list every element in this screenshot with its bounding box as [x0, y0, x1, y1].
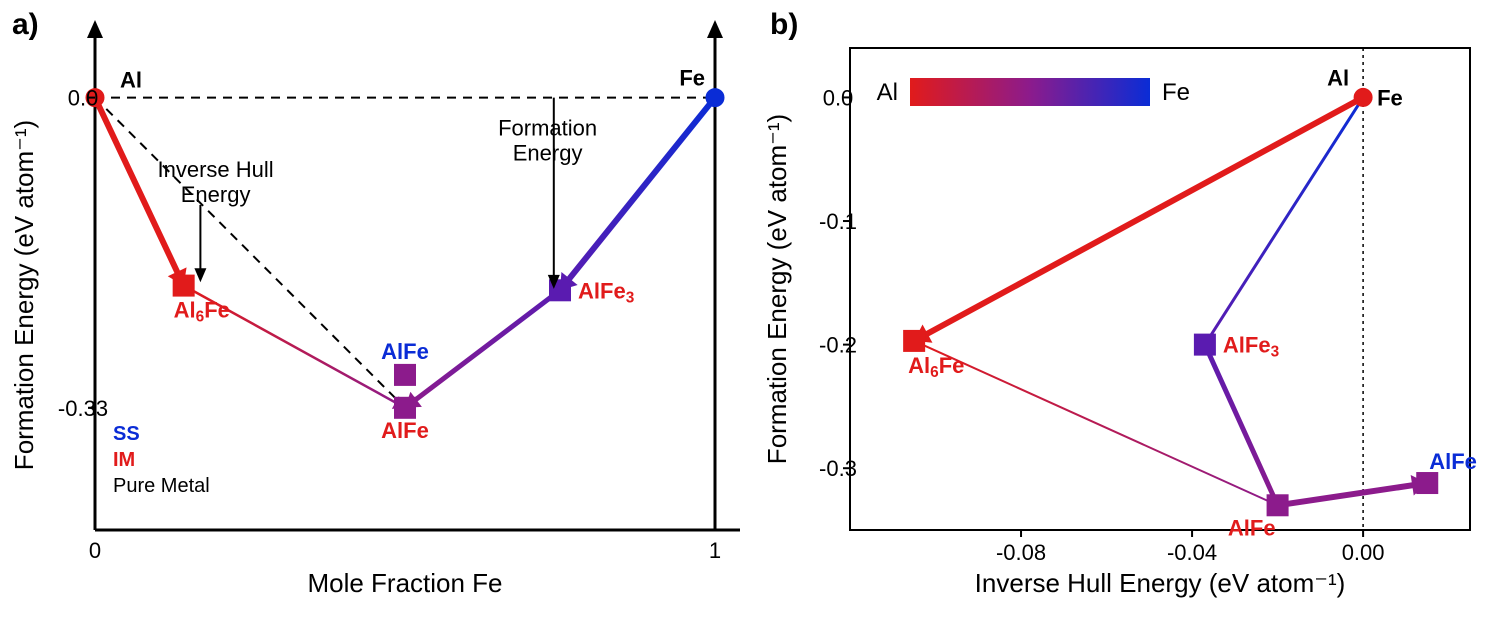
- svg-text:-0.08: -0.08: [996, 540, 1046, 565]
- svg-text:Al: Al: [120, 68, 142, 93]
- svg-text:AlFe: AlFe: [381, 339, 429, 364]
- svg-text:Inverse Hull Energy (eV atom⁻¹: Inverse Hull Energy (eV atom⁻¹): [975, 568, 1346, 598]
- panel-b-chart: AlFeAl6FeAlFe3AlFeAlFe-0.08-0.040.000.0-…: [762, 8, 1477, 598]
- svg-text:0.0: 0.0: [68, 86, 99, 111]
- svg-text:Al6Fe: Al6Fe: [908, 353, 964, 381]
- svg-text:-0.2: -0.2: [819, 333, 857, 358]
- svg-text:IM: IM: [113, 449, 135, 471]
- svg-text:AlFe: AlFe: [1429, 449, 1477, 474]
- svg-text:0.00: 0.00: [1342, 540, 1385, 565]
- svg-text:-0.33: -0.33: [58, 396, 108, 421]
- panel-a-chart: AlFeAl6FeAlFeAlFeAlFe3Inverse HullEnergy…: [9, 8, 740, 598]
- svg-text:AlFe: AlFe: [1228, 515, 1276, 540]
- svg-text:AlFe: AlFe: [381, 418, 429, 443]
- svg-text:FormationEnergy: FormationEnergy: [498, 115, 597, 165]
- svg-text:-0.3: -0.3: [819, 456, 857, 481]
- svg-text:b): b): [770, 8, 798, 41]
- svg-text:Formation Energy (eV atom⁻¹): Formation Energy (eV atom⁻¹): [9, 120, 39, 470]
- svg-text:a): a): [12, 8, 39, 41]
- svg-text:Al: Al: [1327, 65, 1349, 90]
- svg-text:Formation Energy (eV atom⁻¹): Formation Energy (eV atom⁻¹): [762, 114, 792, 464]
- svg-text:-0.1: -0.1: [819, 209, 857, 234]
- svg-text:1: 1: [709, 538, 721, 563]
- svg-text:-0.04: -0.04: [1167, 540, 1217, 565]
- svg-text:Fe: Fe: [679, 66, 705, 91]
- svg-text:Mole Fraction Fe: Mole Fraction Fe: [307, 568, 502, 598]
- svg-text:0: 0: [89, 538, 101, 563]
- svg-text:Fe: Fe: [1377, 85, 1403, 110]
- svg-text:Al: Al: [877, 79, 898, 106]
- svg-text:Fe: Fe: [1162, 79, 1190, 106]
- svg-text:Al6Fe: Al6Fe: [174, 298, 230, 326]
- svg-text:AlFe3: AlFe3: [1223, 333, 1279, 361]
- svg-text:SS: SS: [113, 423, 140, 445]
- svg-text:AlFe3: AlFe3: [578, 278, 634, 306]
- svg-text:Pure Metal: Pure Metal: [113, 475, 210, 497]
- svg-text:Inverse HullEnergy: Inverse HullEnergy: [158, 157, 274, 207]
- svg-text:0.0: 0.0: [823, 85, 854, 110]
